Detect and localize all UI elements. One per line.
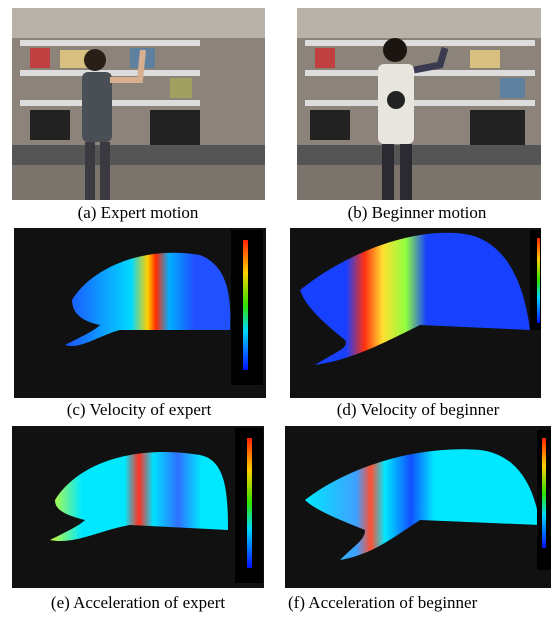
- caption: (f) Acceleration of beginner: [288, 593, 478, 612]
- acceleration-expert-render: [12, 426, 264, 588]
- velocity-expert-render: [14, 228, 266, 398]
- acceleration-beginner-render: [285, 426, 551, 588]
- photo-beginner: [297, 8, 541, 200]
- caption: (b) Beginner motion: [348, 203, 487, 222]
- caption: (a) Expert motion: [78, 203, 199, 222]
- caption: (c) Velocity of expert: [67, 400, 212, 419]
- caption: (e) Acceleration of expert: [51, 593, 225, 612]
- page: (a) Expert motion (b) Beginner motion (c…: [0, 0, 551, 617]
- caption: (d) Velocity of beginner: [337, 400, 500, 419]
- photo-expert: [12, 8, 265, 200]
- velocity-beginner-render: [290, 228, 541, 398]
- figure: (a) Expert motion (b) Beginner motion (c…: [0, 0, 551, 617]
